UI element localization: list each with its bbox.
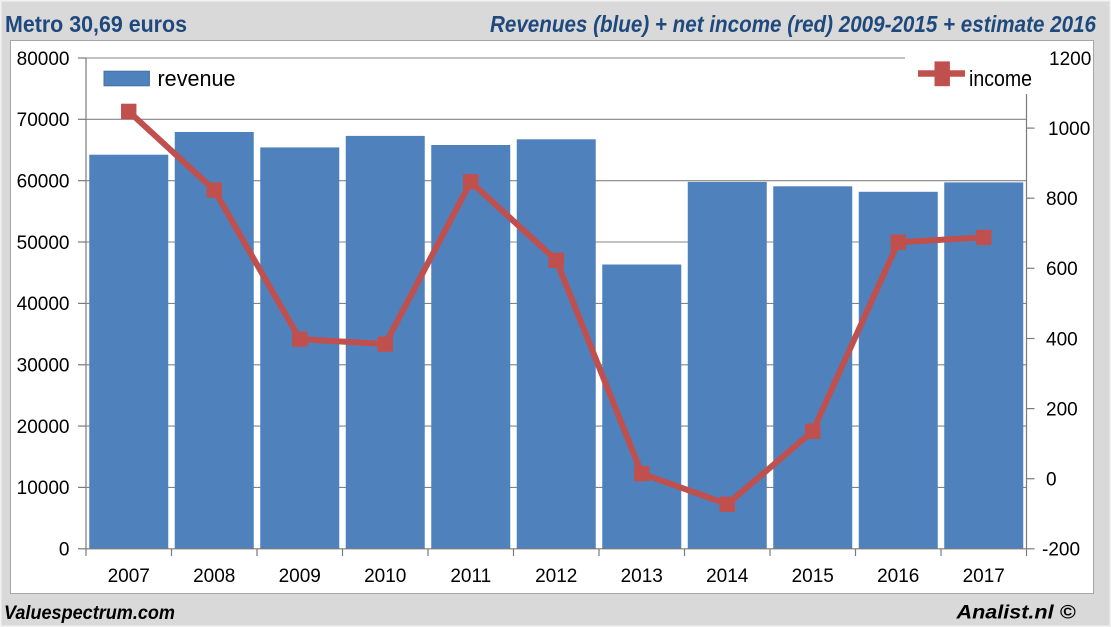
svg-text:40000: 40000 (17, 294, 70, 315)
svg-text:income: income (969, 66, 1032, 91)
svg-text:Revenues (blue) + net income (: Revenues (blue) + net income (red) 2009-… (490, 11, 1096, 37)
svg-text:80000: 80000 (17, 49, 70, 70)
svg-text:2012: 2012 (535, 566, 577, 587)
svg-text:-200: -200 (1042, 540, 1080, 561)
svg-text:2014: 2014 (706, 566, 749, 587)
svg-text:2009: 2009 (279, 566, 321, 587)
svg-text:2010: 2010 (364, 566, 406, 587)
svg-text:2011: 2011 (450, 566, 491, 587)
svg-text:70000: 70000 (17, 110, 70, 131)
svg-text:10000: 10000 (17, 478, 70, 499)
svg-text:1200: 1200 (1049, 49, 1091, 70)
svg-text:600: 600 (1046, 259, 1078, 280)
svg-text:50000: 50000 (17, 233, 70, 254)
svg-text:400: 400 (1046, 329, 1078, 350)
svg-text:60000: 60000 (17, 172, 70, 193)
svg-text:2013: 2013 (621, 566, 663, 587)
svg-text:20000: 20000 (17, 417, 70, 438)
svg-text:800: 800 (1046, 189, 1078, 210)
svg-text:1000: 1000 (1048, 119, 1090, 140)
svg-text:0: 0 (1046, 470, 1057, 491)
svg-text:2017: 2017 (963, 566, 1005, 587)
svg-text:Analist.nl ©: Analist.nl © (955, 603, 1075, 624)
svg-text:Valuespectrum.com: Valuespectrum.com (4, 603, 175, 624)
svg-text:revenue: revenue (158, 66, 236, 91)
svg-text:200: 200 (1046, 399, 1078, 420)
svg-text:0: 0 (59, 540, 70, 561)
svg-text:2016: 2016 (877, 566, 919, 587)
svg-text:30000: 30000 (17, 356, 70, 377)
svg-text:2007: 2007 (108, 566, 150, 587)
svg-text:2015: 2015 (792, 566, 834, 587)
svg-text:2008: 2008 (193, 566, 235, 587)
svg-text:Metro 30,69 euros: Metro 30,69 euros (5, 11, 187, 37)
